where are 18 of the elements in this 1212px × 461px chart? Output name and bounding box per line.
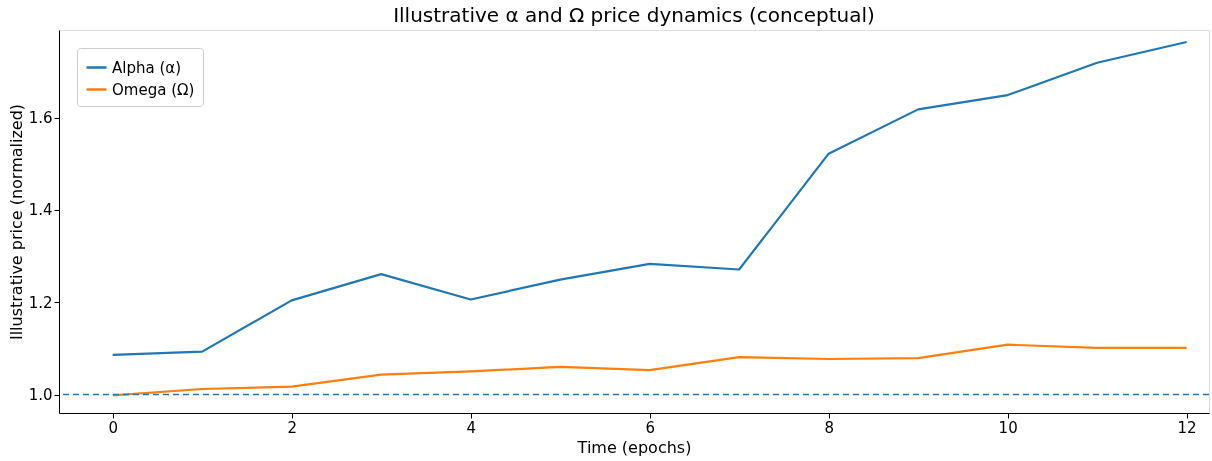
x-tick-label: 4 [466, 418, 476, 437]
x-tick-label: 0 [108, 418, 118, 437]
x-tick-label: 2 [287, 418, 297, 437]
chart-title: Illustrative α and Ω price dynamics (conceptual) [393, 3, 875, 27]
x-axis-title: Time (epochs) [576, 437, 692, 457]
y-tick-label: 1.0 [28, 386, 53, 405]
x-tick-label: 10 [998, 418, 1018, 437]
y-tick-label: 1.4 [28, 201, 53, 220]
legend-label: Omega (Ω) [112, 80, 195, 99]
x-tick-label: 12 [1177, 418, 1197, 437]
y-axis-title: Illustrative price (normalized) [6, 103, 26, 341]
y-tick-label: 1.6 [28, 109, 53, 128]
line-series [111, 40, 1188, 356]
y-tick-label: 1.2 [28, 293, 53, 312]
legend-label: Alpha (α) [112, 58, 182, 77]
line-series [111, 343, 1188, 397]
x-tick-label: 6 [645, 418, 655, 437]
x-tick-label: 8 [824, 418, 834, 437]
